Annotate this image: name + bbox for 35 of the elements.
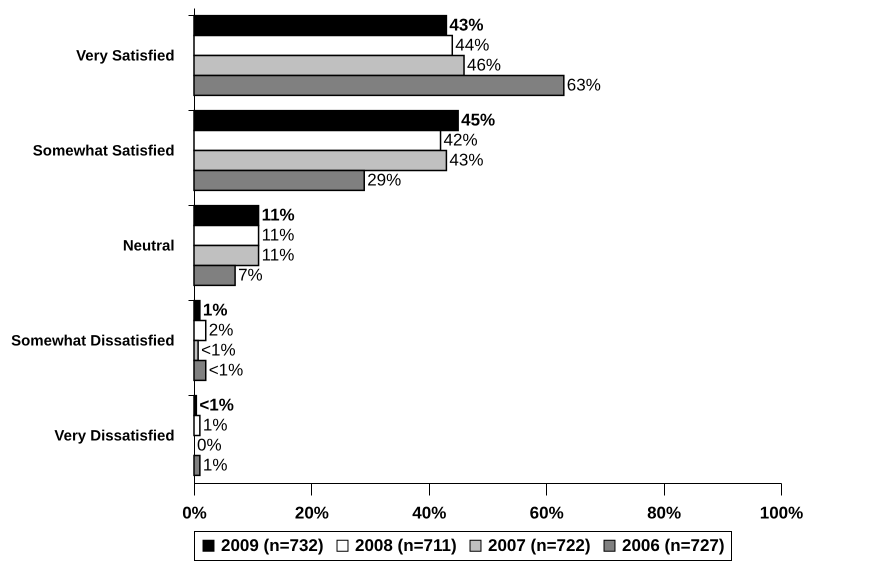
data-label: 11% [262,245,294,264]
data-label: 46% [467,55,502,74]
data-label: 43% [449,16,484,35]
data-label: 45% [461,110,496,130]
data-label: 43% [449,150,484,170]
data-label: <1% [201,340,236,360]
data-label: 11% [262,206,295,225]
x-tick-label: 0% [182,504,207,522]
data-label: <1% [208,360,244,380]
data-label: 1% [202,416,228,435]
legend-label: 2006 (n=727) [622,536,725,555]
y-tick-label: Very Dissatisfied [54,428,174,444]
x-tick-label: 80% [647,504,682,522]
data-label: 29% [367,170,402,190]
data-label: <1% [199,396,234,415]
y-tick-label: Neutral [122,238,174,254]
legend-label: 2008 (n=711) [355,536,457,555]
data-label: 1% [202,300,228,320]
x-tick-label: 20% [294,504,329,522]
data-label: 44% [455,36,490,55]
data-label: 2% [208,320,234,340]
y-tick-label: Somewhat Dissatisfied [11,332,174,350]
data-label: 11% [262,226,294,245]
x-tick-label: 60% [530,504,564,522]
y-tick-label: Very Satisfied [76,48,174,64]
legend-label: 2009 (n=732) [221,536,324,555]
data-label: 42% [444,130,478,150]
legend-label: 2007 (n=722) [488,536,591,555]
x-tick-label: 100% [760,504,804,522]
data-label: 63% [566,75,601,94]
data-label: 0% [197,435,222,454]
x-tick-label: 40% [412,504,446,522]
y-tick-label: Somewhat Satisfied [32,142,174,160]
data-label: 7% [238,265,263,284]
data-label: 1% [202,455,228,474]
